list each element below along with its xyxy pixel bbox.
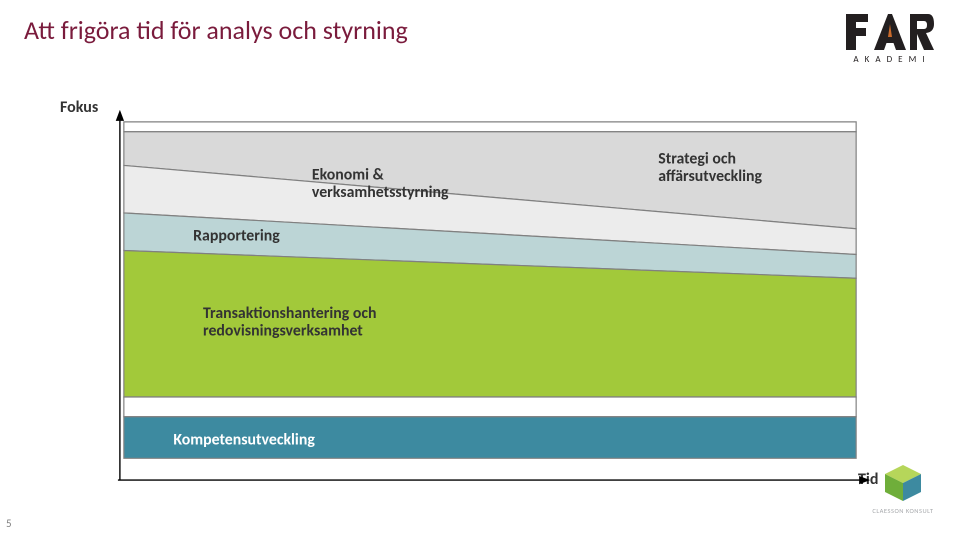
layer-label-rapportering: Rapportering bbox=[193, 227, 280, 246]
layer-gap bbox=[124, 397, 856, 417]
page-title: Att frigöra tid för analys och styrning bbox=[24, 14, 408, 46]
svg-text:A K A D E M I: A K A D E M I bbox=[853, 54, 926, 64]
y-axis-label: Fokus bbox=[60, 98, 98, 117]
layer-top_spacer bbox=[124, 122, 856, 132]
claesson-konsult-logo: CLAESSON KONSULT bbox=[868, 465, 938, 522]
page-number: 5 bbox=[6, 517, 12, 530]
layer-label-kompetens: Kompetensutveckling bbox=[173, 430, 315, 449]
layer-label-transaktion: Transaktionshantering ochredovisningsver… bbox=[203, 304, 376, 341]
svg-text:CLAESSON KONSULT: CLAESSON KONSULT bbox=[872, 507, 933, 515]
focus-time-chart: Strategi ochaffärsutvecklingEkonomi &ver… bbox=[110, 110, 850, 470]
far-logo: A K A D E M I bbox=[844, 10, 936, 69]
